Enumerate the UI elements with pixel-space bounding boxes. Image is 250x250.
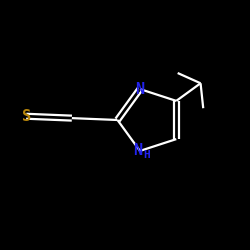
- Text: S: S: [22, 109, 31, 124]
- Text: N: N: [136, 82, 144, 96]
- Text: H: H: [143, 150, 150, 160]
- Text: N: N: [133, 144, 142, 158]
